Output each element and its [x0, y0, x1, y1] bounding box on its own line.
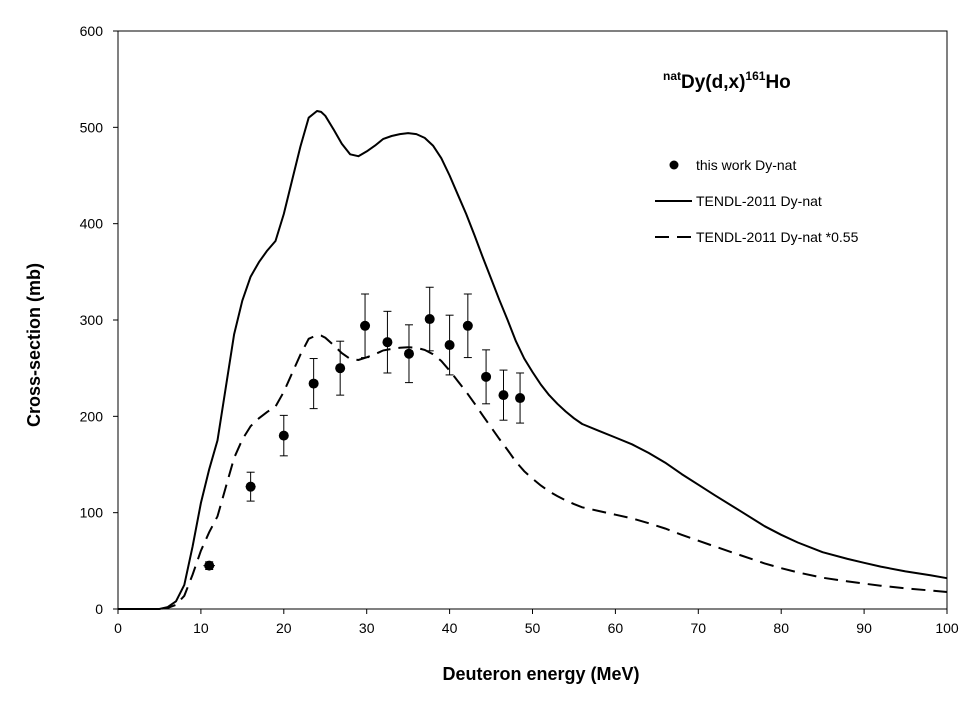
data-point: [335, 363, 346, 374]
legend-marker-experimental: [669, 160, 679, 170]
x-tick-label: 30: [359, 620, 375, 636]
data-point: [444, 340, 455, 351]
data-point: [382, 337, 393, 348]
data-points: [203, 286, 526, 571]
x-tick-label: 0: [114, 620, 122, 636]
legend-label-experimental: this work Dy-nat: [696, 157, 796, 173]
y-tick-label: 200: [80, 408, 104, 424]
x-tick-label: 100: [935, 620, 959, 636]
data-point: [481, 371, 492, 382]
data-point: [278, 430, 289, 441]
y-axis-title: Cross-section (mb): [24, 263, 44, 427]
chart-title-suffix: Ho: [765, 72, 790, 93]
x-tick-label: 40: [442, 620, 458, 636]
series-line-tendl: [118, 110, 948, 610]
data-point: [424, 314, 435, 325]
axis-ticks: [113, 30, 948, 614]
chart-title: natDy(d,x)161Ho: [663, 69, 791, 93]
x-tick-label: 80: [773, 620, 789, 636]
x-tick-label: 50: [525, 620, 541, 636]
series-line-tendl-scaled: [118, 334, 948, 610]
y-tick-label: 300: [80, 312, 104, 328]
curves: [118, 110, 948, 610]
x-tick-label: 20: [276, 620, 292, 636]
y-tick-label: 400: [80, 216, 104, 232]
y-tick-label: 600: [80, 23, 104, 39]
data-point: [462, 320, 473, 331]
data-point: [403, 348, 414, 359]
x-tick-label: 10: [193, 620, 209, 636]
y-tick-labels: 0 100 200 300 400 500 600: [80, 23, 104, 617]
data-point: [360, 320, 371, 331]
data-point: [308, 378, 319, 389]
data-point: [204, 560, 215, 571]
plot-area-frame: [117, 30, 948, 610]
data-point: [245, 481, 256, 492]
chart-title-main: Dy(d,x): [681, 72, 745, 93]
x-tick-labels: 0 10 20 30 40 50 60 70 80 90 100: [114, 620, 959, 636]
y-tick-label: 0: [95, 601, 103, 617]
legend-label-tendl: TENDL-2011 Dy-nat: [696, 193, 822, 209]
x-tick-label: 70: [691, 620, 707, 636]
data-point: [515, 393, 526, 404]
data-point: [498, 390, 509, 401]
chart-title-prefix-sup: nat: [663, 69, 681, 83]
y-tick-label: 100: [80, 505, 104, 521]
legend: this work Dy-nat TENDL-2011 Dy-nat TENDL…: [655, 157, 859, 245]
x-tick-label: 60: [608, 620, 624, 636]
legend-label-tendl-scaled: TENDL-2011 Dy-nat *0.55: [696, 229, 859, 245]
chart-title-mid-sup: 161: [745, 69, 765, 83]
x-axis-title: Deuteron energy (MeV): [442, 664, 639, 684]
x-tick-label: 90: [856, 620, 872, 636]
y-tick-label: 500: [80, 119, 104, 135]
